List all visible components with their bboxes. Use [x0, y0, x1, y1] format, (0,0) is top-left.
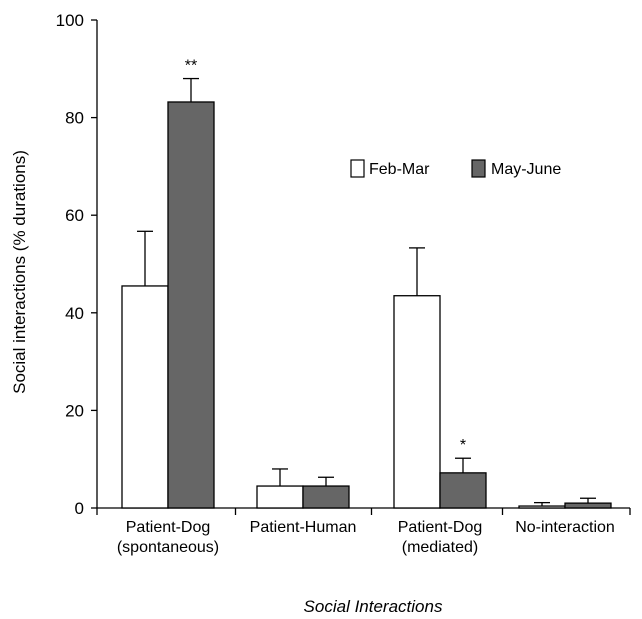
y-tick-label-20: 20	[65, 401, 84, 420]
bar-feb-mar-2	[393, 295, 441, 509]
legend-label-0: Feb-Mar	[369, 161, 430, 178]
y-tick-label-40: 40	[65, 304, 84, 323]
significance-mark-1: *	[460, 437, 466, 454]
bar-feb-mar-0	[121, 285, 169, 509]
bar-may-june-3	[564, 502, 612, 509]
bar-feb-mar-1	[256, 485, 304, 509]
legend-swatch-0	[350, 159, 365, 178]
y-tick-label-100: 100	[56, 11, 84, 30]
y-tick-label-60: 60	[65, 206, 84, 225]
x-category-label-1-0: Patient-Human	[250, 519, 357, 536]
x-category-label-2-1: (mediated)	[402, 539, 478, 556]
x-category-label-2-0: Patient-Dog	[398, 519, 483, 536]
bar-may-june-1	[302, 485, 350, 509]
bar-feb-mar-3	[518, 505, 566, 509]
legend-label-1: May-June	[491, 161, 561, 178]
y-axis-title: Social interactions (% durations)	[10, 150, 29, 394]
x-category-label-3-0: No-interaction	[515, 519, 615, 536]
bar-may-june-0	[167, 101, 215, 509]
bar-may-june-2	[439, 472, 487, 509]
x-category-label-0-1: (spontaneous)	[117, 539, 219, 556]
x-axis-title: Social Interactions	[304, 597, 443, 616]
plot-area: 020406080100***Patient-Dog(spontaneous)P…	[56, 11, 631, 556]
significance-mark-0: **	[185, 58, 197, 75]
y-tick-label-80: 80	[65, 109, 84, 128]
x-category-label-0-0: Patient-Dog	[126, 519, 211, 536]
legend-swatch-1	[471, 159, 486, 178]
y-tick-label-0: 0	[75, 499, 84, 518]
